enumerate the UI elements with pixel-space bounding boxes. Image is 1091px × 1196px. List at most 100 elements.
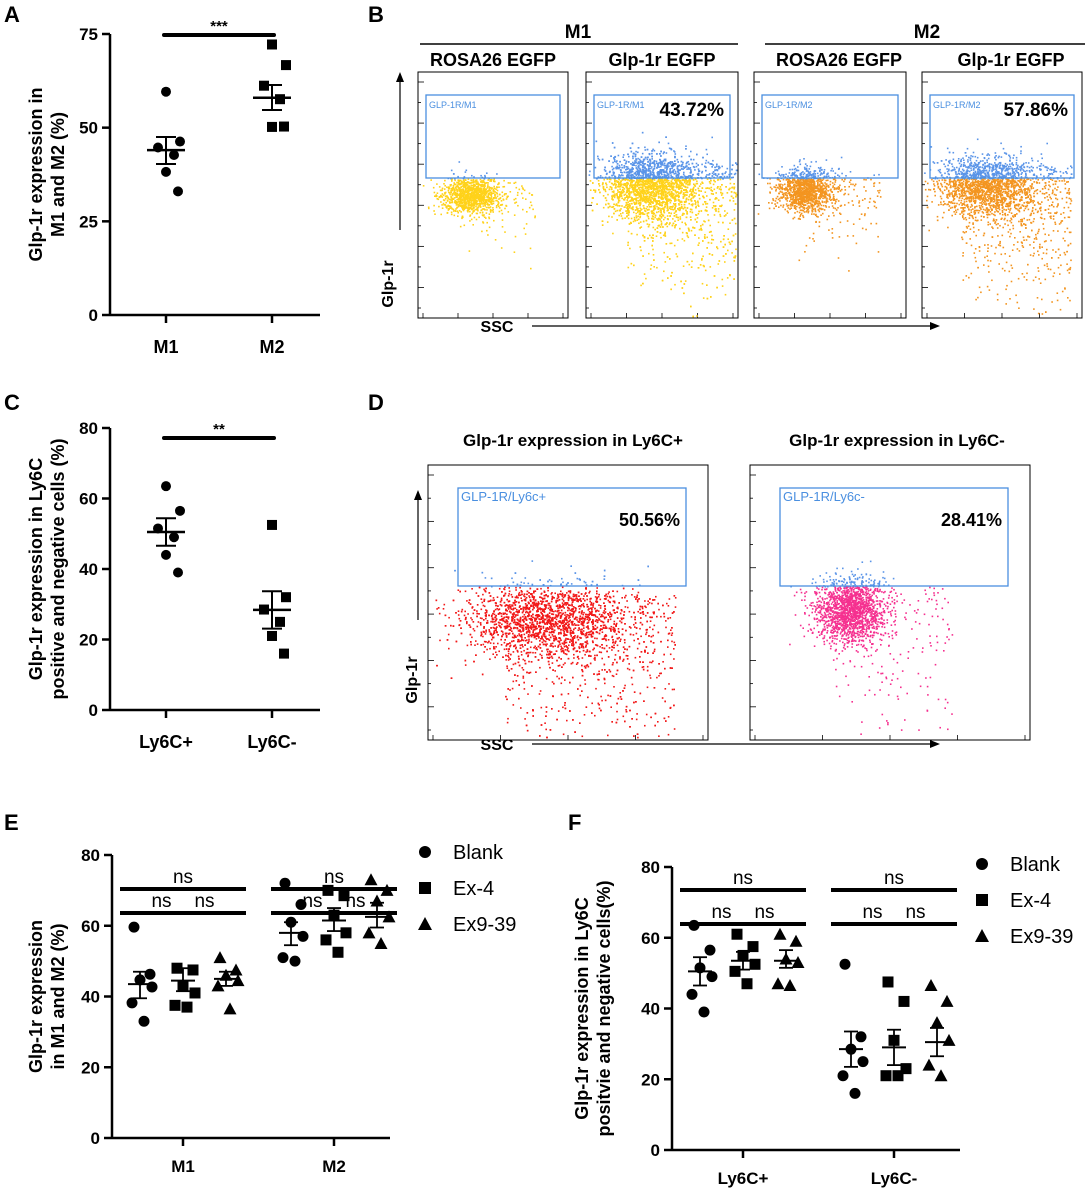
data-point	[187, 964, 199, 976]
flow-event-dot	[672, 196, 675, 199]
flow-event-dot	[638, 162, 640, 165]
flow-event-dot	[651, 212, 653, 215]
flow-event-dot	[716, 165, 718, 168]
flow-event-dot	[629, 191, 631, 193]
significance-label: ns	[173, 867, 193, 888]
flow-event-dot	[428, 207, 430, 210]
flow-event-dot	[619, 169, 622, 171]
flow-event-dot	[705, 159, 708, 162]
legend-label: Ex-4	[1010, 890, 1051, 912]
flow-event-dot	[608, 160, 610, 162]
flow-event-dot	[523, 189, 526, 192]
flow-event-dot	[670, 174, 672, 176]
flow-event-dot	[476, 194, 479, 197]
flow-event-dot	[474, 189, 477, 192]
flow-event-dot	[664, 201, 667, 204]
flow-event-dot	[652, 254, 655, 256]
flow-b-col-label: ROSA26 EGFP	[430, 50, 556, 70]
flow-event-dot	[723, 215, 726, 217]
flow-event-dot	[618, 186, 620, 188]
flow-event-dot	[483, 199, 485, 201]
flow-event-dot	[676, 182, 678, 185]
flow-event-dot	[602, 182, 604, 184]
flow-event-dot	[630, 217, 633, 220]
flow-event-dot	[656, 183, 658, 186]
flow-event-dot	[522, 208, 524, 211]
flow-event-dot	[485, 188, 487, 190]
flow-event-dot	[670, 206, 673, 208]
flow-event-dot	[616, 196, 619, 198]
flow-event-dot	[731, 240, 733, 243]
flow-event-dot	[473, 209, 475, 211]
flow-event-dot	[688, 178, 691, 180]
flow-event-dot	[670, 148, 673, 151]
flow-event-dot	[695, 206, 697, 209]
flow-event-dot	[458, 204, 461, 207]
flow-event-dot	[660, 165, 662, 168]
flow-event-dot	[704, 201, 706, 203]
flow-event-dot	[629, 200, 631, 202]
flow-event-dot	[622, 191, 624, 194]
flow-event-dot	[444, 191, 447, 194]
flow-event-dot	[657, 225, 660, 227]
flow-event-dot	[661, 197, 664, 199]
flow-event-dot	[493, 219, 495, 222]
flow-event-dot	[479, 187, 482, 189]
flow-event-dot	[648, 193, 651, 196]
y-tick-label: 40	[79, 560, 98, 579]
flow-event-dot	[633, 190, 635, 192]
flow-event-dot	[673, 151, 676, 153]
flow-event-dot	[664, 158, 667, 161]
flow-event-dot	[467, 181, 469, 183]
flow-event-dot	[662, 160, 665, 162]
flow-event-dot	[651, 217, 653, 220]
flow-event-dot	[492, 211, 494, 213]
data-point	[275, 616, 285, 627]
flow-event-dot	[626, 166, 629, 168]
flow-b-x-axis-label: SSC	[481, 319, 514, 336]
flow-event-dot	[622, 174, 624, 177]
flow-event-dot	[666, 163, 669, 166]
flow-event-dot	[653, 165, 656, 168]
flow-event-dot	[634, 176, 636, 178]
significance-label: ns	[754, 902, 774, 923]
flow-event-dot	[642, 193, 645, 196]
flow-event-dot	[630, 150, 633, 153]
flow-event-dot	[683, 181, 686, 184]
flow-event-dot	[702, 156, 704, 159]
flow-event-dot	[721, 278, 724, 281]
flow-event-dot	[592, 182, 594, 184]
flow-event-dot	[731, 186, 734, 189]
flow-event-dot	[434, 195, 436, 197]
flow-event-dot	[619, 194, 621, 196]
flow-event-dot	[490, 195, 493, 198]
flow-event-dot	[729, 199, 731, 202]
flow-event-dot	[665, 175, 668, 177]
flow-event-dot	[666, 201, 668, 203]
flow-event-dot	[642, 205, 645, 207]
flow-event-dot	[637, 211, 639, 214]
flow-event-dot	[634, 220, 637, 222]
flow-event-dot	[647, 175, 649, 177]
flow-event-dot	[671, 185, 673, 188]
flow-event-dot	[489, 200, 491, 203]
flow-event-dot	[635, 167, 638, 169]
flow-event-dot	[494, 195, 496, 197]
flow-event-dot	[717, 199, 720, 201]
flow-event-dot	[671, 161, 674, 163]
flow-event-dot	[639, 189, 641, 191]
flow-event-dot	[477, 209, 479, 212]
flow-event-dot	[639, 246, 642, 248]
flow-event-dot	[665, 198, 667, 201]
flow-event-dot	[654, 228, 656, 231]
flow-event-dot	[461, 185, 464, 187]
flow-event-dot	[464, 199, 466, 202]
flow-event-dot	[684, 191, 687, 194]
flow-event-dot	[669, 162, 672, 165]
flow-event-dot	[647, 200, 649, 203]
flow-event-dot	[641, 197, 644, 199]
flow-event-dot	[674, 208, 676, 210]
y-axis-label: positive and negative cells (%)	[48, 438, 68, 699]
flow-event-dot	[660, 181, 663, 184]
flow-event-dot	[644, 210, 647, 213]
